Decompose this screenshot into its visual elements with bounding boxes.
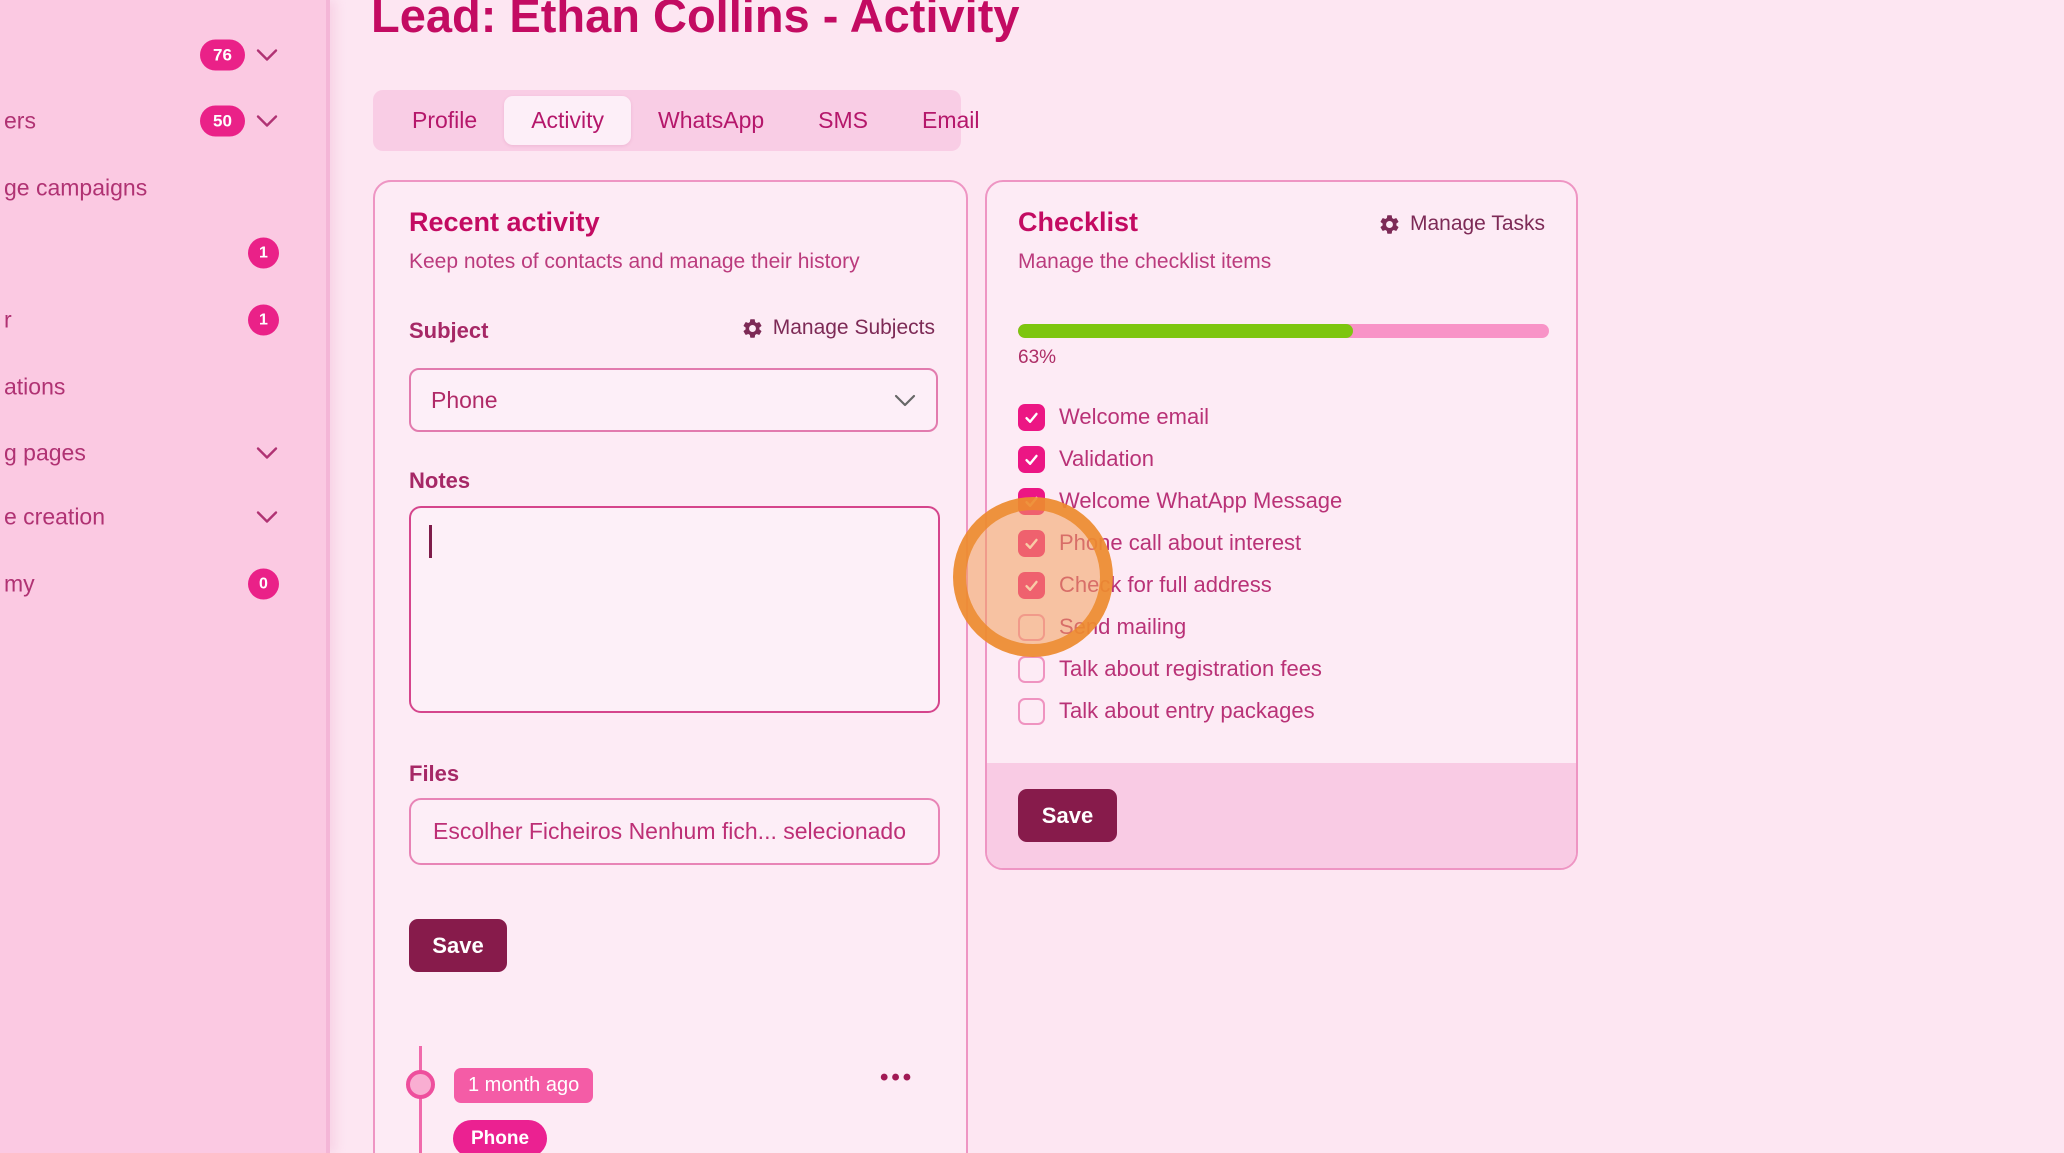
tab-email[interactable]: Email: [922, 107, 980, 133]
page-title: Lead: Ethan Collins - Activity: [371, 0, 1020, 42]
recent-activity-subtitle: Keep notes of contacts and manage their …: [409, 250, 860, 273]
recent-activity-title: Recent activity: [409, 207, 600, 237]
sidebar-item-1[interactable]: 76: [0, 38, 326, 72]
tab-activity[interactable]: Activity: [504, 96, 632, 145]
sidebar-item-5[interactable]: r 1: [0, 303, 326, 337]
checkbox-unchecked[interactable]: [1018, 697, 1045, 725]
file-input[interactable]: Escolher Ficheiros Nenhum fich... seleci…: [409, 798, 940, 865]
gear-icon: [1378, 213, 1401, 236]
chevron-down-icon[interactable]: [256, 49, 278, 62]
chevron-down-icon: [894, 394, 916, 407]
timeline-type-badge: Phone: [453, 1120, 548, 1153]
checkbox-checked[interactable]: [1018, 445, 1045, 473]
checkbox-checked[interactable]: [1018, 571, 1045, 599]
sidebar-item-2[interactable]: ers 50: [0, 104, 326, 138]
checklist-progress-label: 63%: [1018, 347, 1057, 368]
manage-subjects-button[interactable]: Manage Subjects: [741, 316, 935, 340]
count-badge: 76: [200, 39, 245, 71]
checklist-footer: Save: [987, 763, 1576, 868]
manage-subjects-label: Manage Subjects: [772, 316, 935, 339]
checklist-item-send-mailing[interactable]: Send mailing: [1018, 610, 1186, 644]
tab-whatsapp[interactable]: WhatsApp: [658, 107, 765, 133]
sidebar-item-7[interactable]: g pages: [0, 436, 326, 470]
subject-label: Subject: [409, 318, 489, 343]
subject-select[interactable]: Phone: [409, 368, 938, 432]
gear-icon: [741, 317, 764, 340]
chevron-down-icon[interactable]: [256, 447, 278, 460]
manage-tasks-button[interactable]: Manage Tasks: [1378, 212, 1545, 236]
sidebar-item-label: r: [4, 306, 12, 333]
subject-select-value: Phone: [431, 386, 498, 413]
sidebar-item-label: my: [4, 570, 35, 597]
manage-tasks-label: Manage Tasks: [1409, 212, 1545, 235]
checklist-item-registration-fees[interactable]: Talk about registration fees: [1018, 652, 1322, 686]
tab-profile[interactable]: Profile: [412, 107, 478, 133]
sidebar-item-3[interactable]: ge campaigns: [0, 171, 326, 205]
checklist-item-label: Check for full address: [1059, 572, 1272, 597]
checklist-title: Checklist: [1018, 207, 1139, 237]
recent-activity-card: Recent activity Keep notes of contacts a…: [373, 180, 968, 1153]
checklist-item-label: Validation: [1059, 446, 1154, 471]
checkbox-unchecked[interactable]: [1018, 613, 1045, 641]
timeline-time-badge: 1 month ago: [454, 1068, 594, 1103]
timeline-node-icon: [406, 1070, 435, 1099]
checklist-item-full-address[interactable]: Check for full address: [1018, 568, 1272, 602]
checklist-subtitle: Manage the checklist items: [1018, 250, 1272, 273]
count-badge: 1: [248, 304, 279, 336]
checklist-item-label: Welcome email: [1059, 404, 1209, 429]
chevron-down-icon[interactable]: [256, 115, 278, 128]
checklist-progress-bar: [1018, 324, 1549, 338]
count-badge: 50: [200, 105, 245, 137]
checklist-item-label: Talk about registration fees: [1059, 656, 1322, 681]
checkbox-checked[interactable]: [1018, 403, 1045, 431]
checklist-item-phone-call[interactable]: Phone call about interest: [1018, 526, 1301, 560]
checklist-item-label: Phone call about interest: [1059, 530, 1302, 555]
checklist-item-label: Talk about entry packages: [1059, 698, 1315, 723]
tab-bar: Profile Activity WhatsApp SMS Email: [373, 90, 980, 151]
save-checklist-button[interactable]: Save: [1018, 789, 1117, 842]
notes-textarea[interactable]: [409, 506, 940, 713]
sidebar-item-label: ations: [4, 373, 66, 400]
sidebar-item-label: ers: [4, 107, 36, 134]
sidebar-item-9[interactable]: my 0: [0, 567, 326, 601]
checkbox-checked[interactable]: [1018, 487, 1045, 515]
sidebar-item-4[interactable]: 1: [0, 236, 326, 270]
checklist-card: Checklist Manage Tasks Manage the checkl…: [985, 180, 1578, 870]
checklist-item-label: Send mailing: [1059, 614, 1187, 639]
timeline-line: [419, 1046, 422, 1153]
save-activity-button[interactable]: Save: [409, 919, 507, 972]
checklist-item-welcome-whatapp[interactable]: Welcome WhatApp Message: [1018, 484, 1342, 518]
chevron-down-icon[interactable]: [256, 511, 278, 524]
checklist-item-validation[interactable]: Validation: [1018, 442, 1154, 476]
checklist-progress-fill: [1018, 324, 1353, 338]
files-label: Files: [409, 761, 460, 786]
text-cursor: [429, 525, 432, 558]
tab-sms[interactable]: SMS: [818, 107, 868, 133]
entry-menu-button[interactable]: •••: [880, 1064, 915, 1091]
file-input-text: Escolher Ficheiros Nenhum fich... seleci…: [433, 818, 907, 844]
checklist-item-label: Welcome WhatApp Message: [1059, 488, 1343, 513]
sidebar: 76 ers 50 ge campaigns 1 r 1 ations: [0, 0, 330, 1153]
checklist-item-entry-packages[interactable]: Talk about entry packages: [1018, 694, 1315, 728]
checkbox-checked[interactable]: [1018, 529, 1045, 557]
sidebar-item-6[interactable]: ations: [0, 370, 326, 404]
sidebar-item-label: ge campaigns: [4, 174, 148, 201]
checklist-item-welcome-email[interactable]: Welcome email: [1018, 400, 1209, 434]
checkbox-unchecked[interactable]: [1018, 655, 1045, 683]
count-badge: 1: [248, 237, 279, 269]
sidebar-item-label: e creation: [4, 503, 106, 530]
sidebar-item-8[interactable]: e creation: [0, 500, 326, 534]
notes-label: Notes: [409, 468, 471, 493]
count-badge: 0: [248, 568, 279, 600]
sidebar-item-label: g pages: [4, 439, 86, 466]
